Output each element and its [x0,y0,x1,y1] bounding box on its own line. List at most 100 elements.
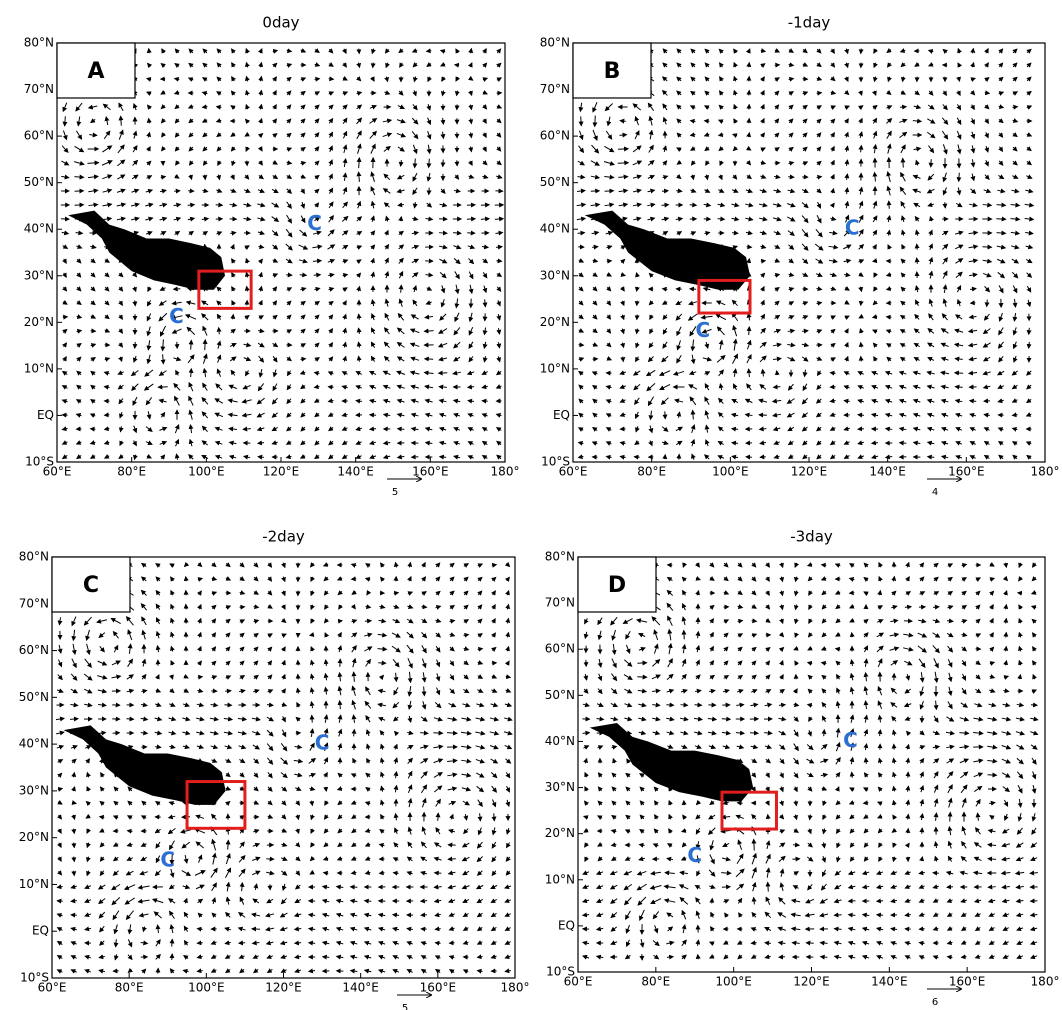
wind-arrow [760,457,766,458]
x-tick-label: 160°E [420,981,457,995]
wind-arrow [128,831,133,832]
wind-arrow [970,401,976,402]
wind-arrow [315,79,320,80]
wind-arrow [295,943,301,944]
wind-arrow [749,259,750,263]
y-tick-label: 10°N [540,361,570,375]
wind-arrow [852,633,853,637]
wind-arrow [900,443,907,444]
reference-label: 6 [932,997,938,1008]
wind-arrow [354,730,355,737]
x-tick-label: 100°E [188,981,225,995]
wind-arrow [662,191,668,192]
wind-arrow [721,873,731,874]
map-panel: 60°E80°E100°E120°E140°E160°E180°10°SEQ10… [19,528,530,1010]
panel-label: A [87,59,104,84]
wind-arrow [495,219,503,220]
x-tick-label: 140°E [871,975,908,989]
reference-label: 5 [392,487,398,498]
wind-arrow [877,901,883,902]
wind-arrow [996,219,1005,220]
wind-arrow [605,191,614,192]
x-tick-label: 160°E [949,975,986,989]
wind-arrow [950,812,951,821]
wind-arrow [481,219,489,220]
wind-arrow [174,191,180,192]
cyclone-label: C [843,728,858,752]
wind-arrow [971,303,976,304]
y-tick-label: 50°N [540,175,570,189]
wind-arrow [191,340,192,349]
wind-arrow [188,205,195,206]
panel-label: B [604,59,621,84]
wind-arrow [438,813,439,821]
y-tick-label: 10°N [545,872,575,886]
wind-arrow [749,327,750,335]
wind-arrow [228,840,229,849]
wind-arrow [309,943,315,944]
wind-arrow [393,873,398,874]
wind-arrow [186,577,187,581]
wind-arrow [722,719,730,720]
panel-label: D [608,573,626,598]
map-panel: 60°E80°E100°E120°E140°E160°E180°10°SEQ10… [24,14,520,499]
wind-arrow [435,873,442,874]
wind-arrow [834,915,841,916]
wind-arrow [205,175,206,180]
y-tick-label: 80°N [540,36,570,50]
wind-arrow [116,939,117,946]
y-tick-label: 40°N [545,734,575,748]
wind-arrow [70,719,78,720]
x-tick-label: 180° [1031,975,1060,989]
wind-arrow [286,275,292,276]
x-tick-label: 120°E [265,981,302,995]
wind-arrow [75,205,84,206]
wind-arrow [496,261,501,262]
y-tick-label: EQ [558,918,575,932]
wind-arrow [985,93,990,94]
wind-arrow [988,887,996,888]
panel-label: C [83,573,99,598]
y-tick-label: 30°N [545,780,575,794]
wind-arrow [581,116,582,125]
wind-arrow [76,233,83,234]
wind-arrow [824,730,825,736]
cyclone-label: C [160,848,175,872]
cyclone-label: C [169,304,184,328]
wind-arrow [768,882,769,891]
wind-arrow [412,457,419,458]
wind-arrow [887,317,892,318]
y-tick-label: 70°N [24,82,54,96]
y-tick-label: 70°N [540,82,570,96]
wind-arrow [750,733,758,734]
wind-arrow [788,177,794,178]
wind-arrow [485,299,486,306]
wind-arrow [761,261,765,262]
wind-arrow [988,859,996,860]
y-tick-label: 70°N [545,596,575,610]
y-tick-label: 60°N [24,129,54,143]
x-tick-label: 180° [491,465,520,479]
wind-arrow [666,705,673,706]
wind-arrow [962,957,967,958]
wind-arrow [948,957,953,958]
wind-arrow [74,871,75,876]
wind-arrow [91,429,96,430]
reference-label: 5 [402,1003,408,1010]
wind-arrow [900,107,906,108]
wind-arrow [326,787,327,791]
wind-arrow [861,343,862,348]
wind-arrow [74,857,75,862]
y-tick-label: 40°N [19,737,49,751]
wind-arrow [65,116,66,126]
cyclone-label: C [687,843,702,867]
x-tick-label: 140°E [342,981,379,995]
wind-arrow [822,565,827,566]
wind-arrow [421,915,427,916]
wind-arrow [415,159,416,168]
wind-arrow [429,159,430,168]
wind-arrow [665,455,666,459]
wind-arrow [919,929,924,930]
wind-arrow [987,300,988,307]
wind-arrow [681,705,688,706]
